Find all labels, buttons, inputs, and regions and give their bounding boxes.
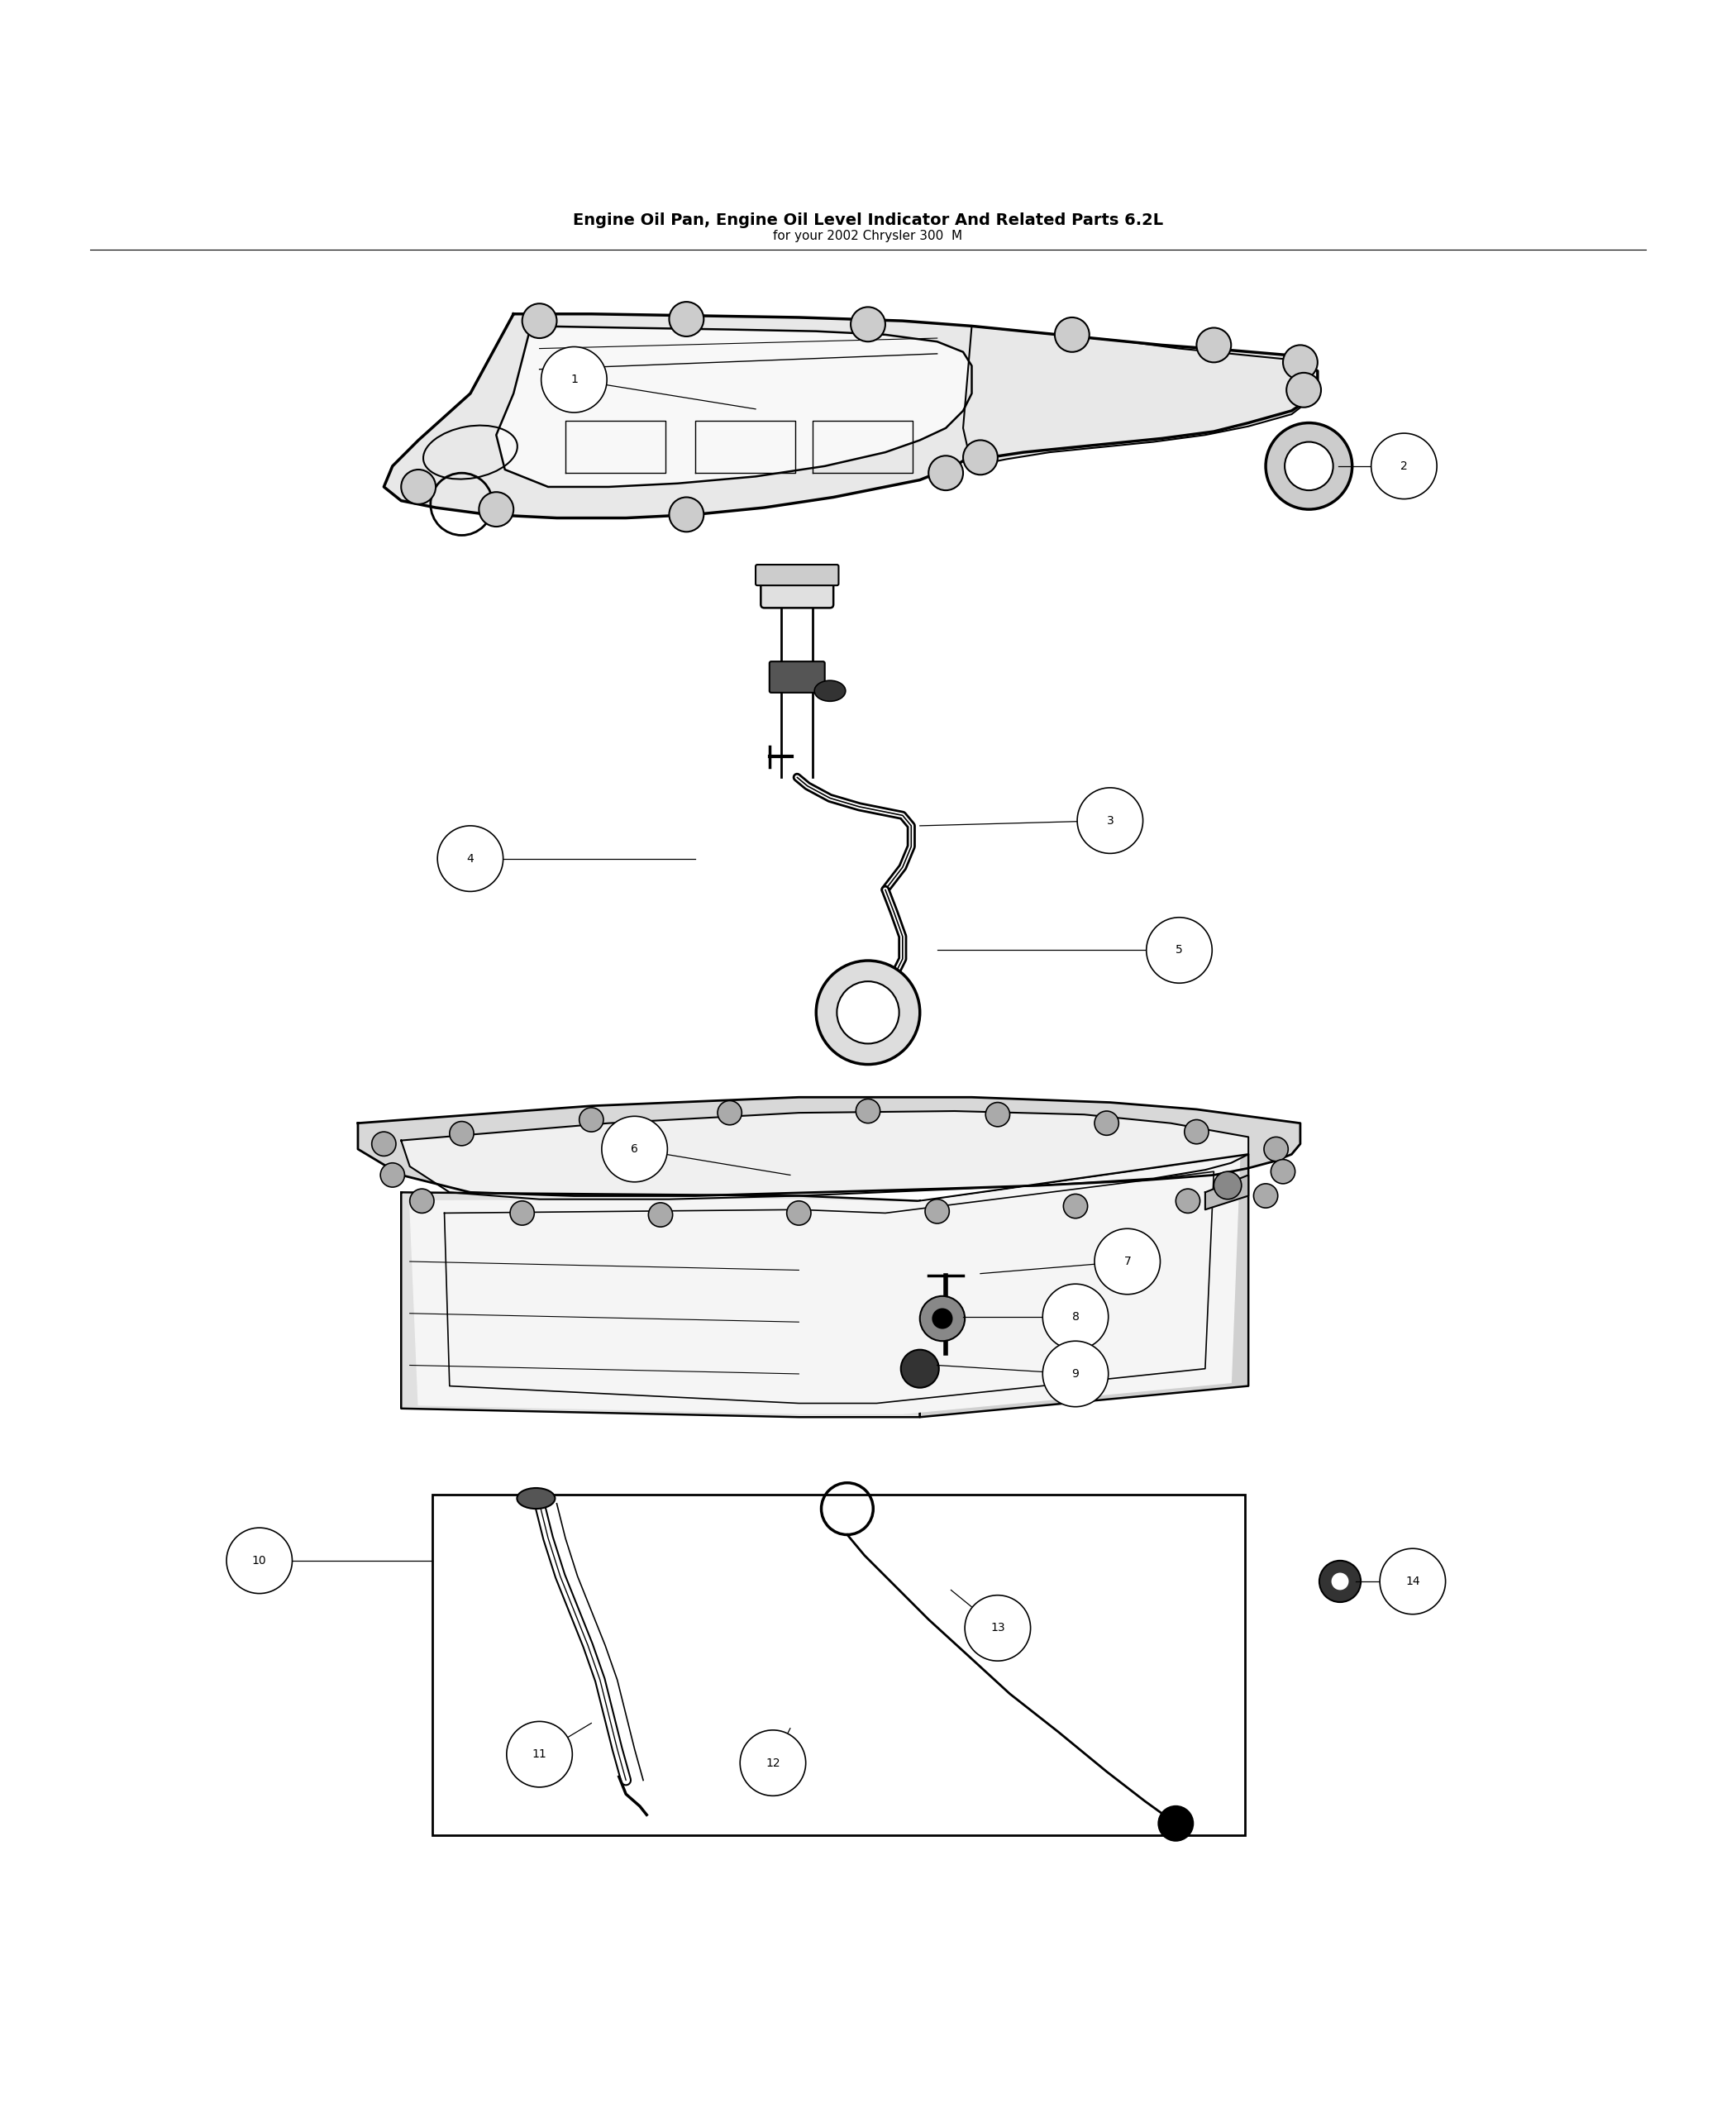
Circle shape bbox=[929, 455, 963, 491]
Circle shape bbox=[1332, 1573, 1349, 1589]
Polygon shape bbox=[920, 1155, 1248, 1417]
Circle shape bbox=[372, 1132, 396, 1155]
Text: 5: 5 bbox=[1175, 944, 1182, 957]
Circle shape bbox=[851, 308, 885, 341]
Circle shape bbox=[668, 301, 703, 337]
Circle shape bbox=[920, 1296, 965, 1341]
Polygon shape bbox=[1205, 1174, 1248, 1210]
FancyBboxPatch shape bbox=[769, 662, 825, 694]
Circle shape bbox=[1094, 1111, 1118, 1136]
Circle shape bbox=[1283, 346, 1318, 379]
Circle shape bbox=[1196, 327, 1231, 363]
Circle shape bbox=[410, 1189, 434, 1212]
Text: 6: 6 bbox=[630, 1143, 639, 1155]
Circle shape bbox=[401, 470, 436, 504]
Polygon shape bbox=[401, 1111, 1248, 1199]
Circle shape bbox=[450, 1121, 474, 1145]
Circle shape bbox=[932, 1309, 953, 1328]
Polygon shape bbox=[358, 1098, 1300, 1195]
Ellipse shape bbox=[517, 1488, 556, 1509]
Circle shape bbox=[507, 1722, 573, 1788]
Circle shape bbox=[380, 1164, 404, 1187]
Circle shape bbox=[925, 1199, 950, 1223]
Circle shape bbox=[542, 348, 608, 413]
Circle shape bbox=[437, 826, 503, 892]
Circle shape bbox=[963, 441, 998, 474]
Circle shape bbox=[901, 1349, 939, 1387]
Circle shape bbox=[1271, 1159, 1295, 1185]
Circle shape bbox=[1043, 1341, 1108, 1406]
Text: 10: 10 bbox=[252, 1556, 267, 1566]
Circle shape bbox=[1253, 1185, 1278, 1208]
Circle shape bbox=[1146, 917, 1212, 982]
Circle shape bbox=[1175, 1189, 1200, 1212]
Circle shape bbox=[786, 1202, 811, 1225]
Circle shape bbox=[1064, 1193, 1087, 1218]
Text: 3: 3 bbox=[1106, 816, 1115, 826]
Circle shape bbox=[510, 1202, 535, 1225]
Circle shape bbox=[523, 304, 557, 337]
Circle shape bbox=[1285, 443, 1333, 491]
Circle shape bbox=[226, 1528, 292, 1594]
Text: 13: 13 bbox=[991, 1623, 1005, 1634]
Text: 2: 2 bbox=[1401, 460, 1408, 472]
Circle shape bbox=[1158, 1807, 1193, 1840]
Circle shape bbox=[816, 961, 920, 1065]
Circle shape bbox=[856, 1098, 880, 1124]
Text: Engine Oil Pan, Engine Oil Level Indicator And Related Parts 6.2L: Engine Oil Pan, Engine Oil Level Indicat… bbox=[573, 213, 1163, 228]
Polygon shape bbox=[410, 1157, 1240, 1414]
FancyBboxPatch shape bbox=[755, 565, 838, 586]
Circle shape bbox=[837, 982, 899, 1043]
Circle shape bbox=[1043, 1284, 1108, 1349]
Circle shape bbox=[580, 1107, 604, 1132]
Ellipse shape bbox=[814, 681, 845, 702]
Circle shape bbox=[1264, 1136, 1288, 1162]
Text: 1: 1 bbox=[571, 373, 578, 386]
Text: 4: 4 bbox=[467, 854, 474, 864]
Text: 14: 14 bbox=[1406, 1575, 1420, 1587]
Text: 11: 11 bbox=[533, 1748, 547, 1760]
Circle shape bbox=[649, 1204, 672, 1227]
Circle shape bbox=[1094, 1229, 1160, 1294]
Circle shape bbox=[602, 1117, 667, 1183]
Circle shape bbox=[1184, 1119, 1208, 1145]
FancyBboxPatch shape bbox=[760, 569, 833, 607]
Circle shape bbox=[717, 1100, 741, 1126]
Polygon shape bbox=[401, 1193, 920, 1417]
Circle shape bbox=[1286, 373, 1321, 407]
Circle shape bbox=[1371, 434, 1437, 500]
Circle shape bbox=[479, 491, 514, 527]
Polygon shape bbox=[496, 327, 972, 487]
Text: 7: 7 bbox=[1123, 1256, 1130, 1267]
Circle shape bbox=[1078, 788, 1142, 854]
Circle shape bbox=[986, 1102, 1010, 1126]
Polygon shape bbox=[963, 327, 1314, 466]
Text: 12: 12 bbox=[766, 1758, 779, 1769]
Circle shape bbox=[1380, 1549, 1446, 1615]
Circle shape bbox=[740, 1731, 806, 1796]
Circle shape bbox=[668, 497, 703, 531]
Circle shape bbox=[1213, 1172, 1241, 1199]
Text: 8: 8 bbox=[1071, 1311, 1080, 1322]
Circle shape bbox=[1266, 424, 1352, 510]
Circle shape bbox=[1319, 1560, 1361, 1602]
Text: for your 2002 Chrysler 300  M: for your 2002 Chrysler 300 M bbox=[773, 230, 963, 242]
Circle shape bbox=[965, 1596, 1031, 1661]
Text: 9: 9 bbox=[1071, 1368, 1080, 1379]
Polygon shape bbox=[384, 314, 1318, 519]
Circle shape bbox=[1055, 318, 1088, 352]
